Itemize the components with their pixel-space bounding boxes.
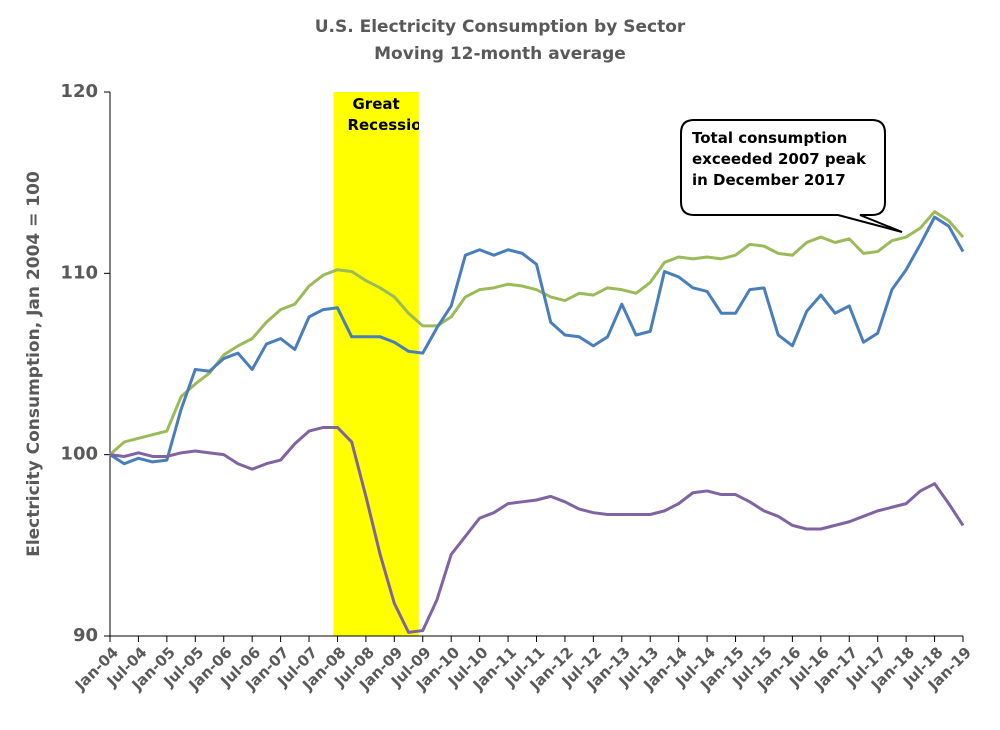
recession-label-box: Great Recession bbox=[347, 95, 419, 134]
y-axis-label: Electricity Consumption, Jan 2004 = 100 bbox=[24, 171, 44, 557]
callout-box bbox=[680, 119, 903, 233]
y-tick-label: 90 bbox=[73, 625, 98, 646]
y-tick-label: 110 bbox=[60, 262, 98, 283]
recession-label: Great Recession bbox=[347, 95, 419, 134]
callout-text: Total consumption exceeded 2007 peak in … bbox=[692, 129, 866, 189]
chart-title: U.S. Electricity Consumption by Sector bbox=[315, 17, 686, 37]
series-line bbox=[109, 210, 965, 456]
y-tick-label: 100 bbox=[60, 444, 98, 465]
series-line bbox=[109, 215, 965, 466]
series-line bbox=[109, 425, 965, 634]
recession-band bbox=[333, 92, 419, 636]
callout: Total consumption exceeded 2007 peak in … bbox=[692, 129, 866, 189]
chart-subtitle: Moving 12-month average bbox=[374, 44, 626, 64]
y-tick-label: 120 bbox=[60, 81, 98, 102]
